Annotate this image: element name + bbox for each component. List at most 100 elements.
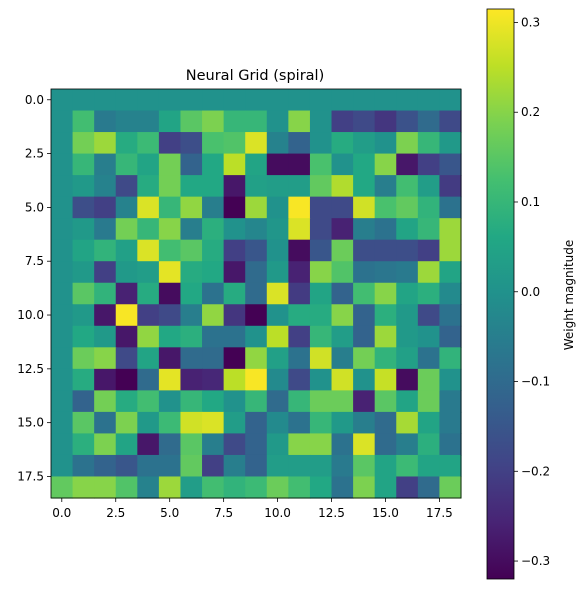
heatmap-cell <box>331 304 354 327</box>
heatmap-cell <box>223 390 246 413</box>
heatmap-cell <box>51 368 74 391</box>
heatmap-cell <box>137 196 160 219</box>
heatmap-cell <box>374 175 397 198</box>
heatmap-cell <box>94 411 117 435</box>
heatmap-cell <box>115 390 138 413</box>
heatmap-cell <box>245 110 268 133</box>
heatmap-cell <box>288 132 311 155</box>
heatmap-cell <box>180 175 203 198</box>
heatmap-cell <box>417 347 441 370</box>
heatmap-cell <box>309 218 333 241</box>
colorbar-tick-label: −0.3 <box>521 554 550 568</box>
heatmap-cell <box>288 325 311 348</box>
heatmap-cell <box>223 132 246 155</box>
x-tick-label: 17.5 <box>426 506 453 520</box>
heatmap-cell <box>72 196 95 219</box>
heatmap-cell <box>72 325 95 348</box>
heatmap-cell <box>245 325 268 348</box>
heatmap-cell <box>417 261 441 284</box>
heatmap-cell <box>180 282 203 305</box>
heatmap-cell <box>51 411 74 435</box>
heatmap-cell <box>288 347 311 370</box>
heatmap-cell <box>51 110 74 133</box>
heatmap-cell <box>115 476 138 499</box>
heatmap-cell <box>439 368 462 391</box>
heatmap-cell <box>266 261 289 284</box>
heatmap-cell <box>417 368 441 391</box>
x-tick-label: 0.0 <box>52 506 71 520</box>
heatmap-cell <box>115 368 138 391</box>
heatmap-cell <box>202 433 225 456</box>
heatmap-cell <box>353 218 376 241</box>
heatmap-cell <box>396 239 419 262</box>
heatmap-cell <box>331 89 354 112</box>
heatmap-cell <box>223 110 246 133</box>
heatmap-cell <box>137 304 160 327</box>
heatmap-cell <box>51 433 74 456</box>
heatmap-cell <box>51 175 74 198</box>
heatmap-cell <box>331 239 354 262</box>
heatmap-cell <box>202 304 225 327</box>
heatmap-cell <box>180 261 203 284</box>
heatmap-cell <box>396 261 419 284</box>
heatmap-cell <box>223 411 246 435</box>
heatmap-cell <box>202 89 225 112</box>
heatmap-cell <box>331 196 354 219</box>
heatmap-cell <box>245 261 268 284</box>
heatmap-cell <box>94 153 117 176</box>
colorbar-tick-label: −0.1 <box>521 375 550 389</box>
heatmap-cell <box>396 132 419 155</box>
heatmap-cell <box>331 390 354 413</box>
heatmap-cell <box>245 239 268 262</box>
heatmap-cell <box>288 304 311 327</box>
heatmap-cell <box>245 153 268 176</box>
heatmap-cell <box>331 476 354 499</box>
heatmap-cell <box>94 476 117 499</box>
heatmap-cell <box>180 347 203 370</box>
heatmap-cell <box>417 454 441 478</box>
heatmap-cell <box>158 411 182 435</box>
heatmap-cell <box>353 110 376 133</box>
heatmap-cell <box>137 433 160 456</box>
plot-frame <box>50 88 462 499</box>
heatmap-cell <box>137 347 160 370</box>
heatmap-cell <box>223 325 246 348</box>
heatmap-cell <box>72 261 95 284</box>
heatmap-cell <box>202 390 225 413</box>
heatmap-cell <box>202 282 225 305</box>
heatmap-cell <box>202 411 225 435</box>
heatmap-cell <box>137 110 160 133</box>
heatmap-cell <box>396 390 419 413</box>
y-tick-label: 12.5 <box>17 362 44 376</box>
heatmap-cell <box>158 282 182 305</box>
heatmap-cell <box>309 89 333 112</box>
heatmap-cell <box>396 325 419 348</box>
heatmap-cell <box>266 196 289 219</box>
heatmap-cell <box>245 196 268 219</box>
heatmap-cell <box>137 282 160 305</box>
heatmap-cell <box>439 239 462 262</box>
heatmap-cell <box>115 411 138 435</box>
heatmap-cell <box>158 239 182 262</box>
heatmap-cell <box>137 325 160 348</box>
heatmap-cell <box>396 110 419 133</box>
heatmap-cell <box>223 175 246 198</box>
heatmap-cell <box>309 476 333 499</box>
y-tick-label: 15.0 <box>17 416 44 430</box>
heatmap-cell <box>223 433 246 456</box>
heatmap-cell <box>288 218 311 241</box>
chart-title: Neural Grid (spiral) <box>186 68 324 84</box>
heatmap-cell <box>94 196 117 219</box>
heatmap-cell <box>309 132 333 155</box>
heatmap-cell <box>51 218 74 241</box>
heatmap-cell <box>72 175 95 198</box>
heatmap-cell <box>72 153 95 176</box>
heatmap-cell <box>223 89 246 112</box>
heatmap-cell <box>137 261 160 284</box>
heatmap-cell <box>137 476 160 499</box>
heatmap-cell <box>439 261 462 284</box>
heatmap-cell <box>245 282 268 305</box>
heatmap-cell <box>309 239 333 262</box>
heatmap-cell <box>51 196 74 219</box>
y-tick-label: 5.0 <box>25 200 44 214</box>
